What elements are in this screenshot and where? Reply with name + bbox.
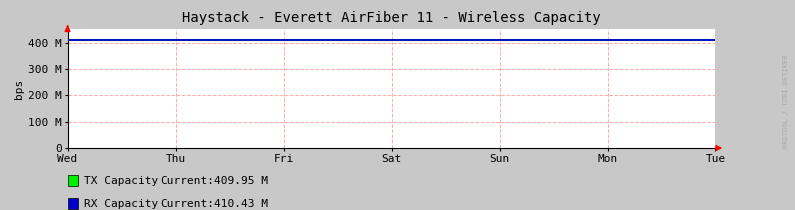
Y-axis label: bps: bps — [14, 79, 24, 99]
Text: Current:: Current: — [160, 199, 214, 209]
Text: RX Capacity: RX Capacity — [84, 199, 158, 209]
Text: TX Capacity: TX Capacity — [84, 176, 158, 186]
Text: Current:: Current: — [160, 176, 214, 186]
Text: 410.43 M: 410.43 M — [214, 199, 268, 209]
Text: 409.95 M: 409.95 M — [214, 176, 268, 186]
Text: RRDTOOL / TOBI OETIKER: RRDTOOL / TOBI OETIKER — [783, 54, 789, 148]
Title: Haystack - Everett AirFiber 11 - Wireless Capacity: Haystack - Everett AirFiber 11 - Wireles… — [182, 12, 601, 25]
